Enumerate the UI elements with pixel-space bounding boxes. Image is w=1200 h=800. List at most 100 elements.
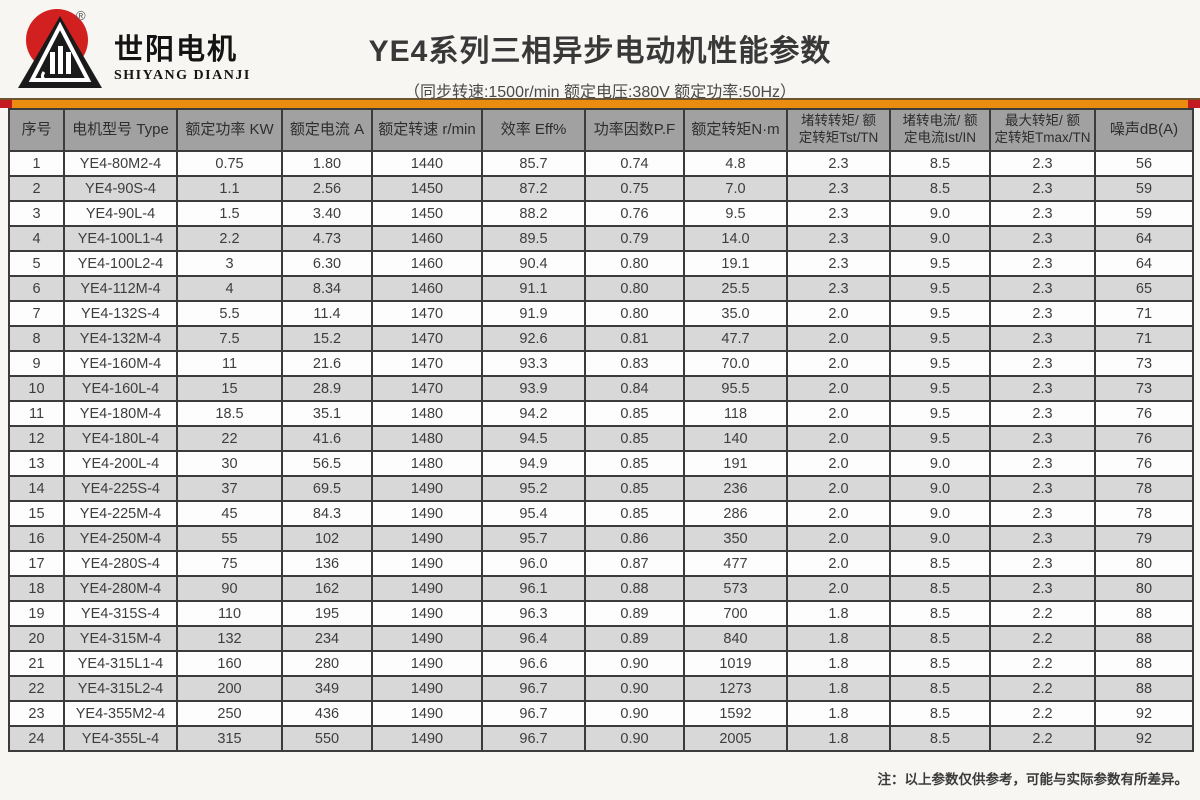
table-cell: 0.75 — [584, 175, 685, 202]
table-cell: 8.5 — [889, 550, 991, 577]
table-cell: 6.30 — [281, 250, 373, 277]
page-subtitle: （同步转速:1500r/min 额定电压:380V 额定功率:50Hz） — [403, 84, 797, 101]
table-cell: 30 — [176, 450, 283, 477]
title-block: YE4系列三相异步电动机性能参数 （同步转速:1500r/min 额定电压:38… — [0, 0, 1200, 102]
table-cell: 70.0 — [683, 350, 788, 377]
column-header: 堵转电流/ 额 定电流Ist/IN — [889, 108, 991, 152]
table-cell: 78 — [1094, 475, 1194, 502]
table-cell: 90 — [176, 575, 283, 602]
table-cell: 0.88 — [584, 575, 685, 602]
table-cell: 93.9 — [481, 375, 586, 402]
table-cell: 250 — [176, 700, 283, 727]
table-cell: 200 — [176, 675, 283, 702]
table-cell: 90.4 — [481, 250, 586, 277]
brand-logo: ® 世阳电机 SHIYANG DIANJI — [10, 6, 251, 92]
table-cell: 1470 — [371, 300, 483, 327]
table-row: 16 YE4-250M-4 55 102 1490 95.7 0.86 350 2.0 9.0 2.… — [8, 525, 1194, 552]
table-cell: YE4-355L-4 — [63, 725, 178, 752]
column-header: 额定转矩N·m — [683, 108, 788, 152]
table-cell: 1460 — [371, 225, 483, 252]
table-cell: 4 — [176, 275, 283, 302]
table-cell: 1 — [8, 150, 65, 177]
table-cell: 2.3 — [786, 275, 891, 302]
table-cell: 118 — [683, 400, 788, 427]
column-header: 最大转矩/ 额 定转矩Tmax/TN — [989, 108, 1096, 152]
table-cell: 95.7 — [481, 525, 586, 552]
table-cell: 55 — [176, 525, 283, 552]
table-cell: 2.2 — [989, 725, 1096, 752]
table-cell: 2.3 — [989, 250, 1096, 277]
table-cell: 45 — [176, 500, 283, 527]
table-row: 7 YE4-132S-4 5.5 11.4 1470 91.9 0.80 35.0 2.0 9.5… — [8, 300, 1194, 327]
table-cell: 2.3 — [989, 425, 1096, 452]
table-cell: 16 — [8, 525, 65, 552]
table-cell: 87.2 — [481, 175, 586, 202]
table-cell: 2.0 — [786, 325, 891, 352]
table-row: 13 YE4-200L-4 30 56.5 1480 94.9 0.85 191 2.0 9.0 2… — [8, 450, 1194, 477]
table-cell: 9.0 — [889, 525, 991, 552]
table-cell: 9.5 — [889, 400, 991, 427]
table-cell: YE4-225M-4 — [63, 500, 178, 527]
accent-divider-bar — [0, 98, 1200, 108]
table-cell: 92 — [1094, 700, 1194, 727]
table-row: 10 YE4-160L-4 15 28.9 1470 93.9 0.84 95.5 2.0 9.5… — [8, 375, 1194, 402]
table-cell: 1470 — [371, 325, 483, 352]
table-cell: 15 — [176, 375, 283, 402]
table-cell: 80 — [1094, 575, 1194, 602]
table-cell: 1480 — [371, 450, 483, 477]
table-cell: 41.6 — [281, 425, 373, 452]
table-cell: 91.1 — [481, 275, 586, 302]
table-cell: 1592 — [683, 700, 788, 727]
table-cell: 24 — [8, 725, 65, 752]
table-cell: 47.7 — [683, 325, 788, 352]
table-cell: 2.3 — [786, 175, 891, 202]
registered-trademark-icon: ® — [76, 8, 86, 23]
table-cell: 1490 — [371, 650, 483, 677]
table-cell: 94.9 — [481, 450, 586, 477]
column-header: 堵转转矩/ 额 定转矩Tst/TN — [786, 108, 891, 152]
table-row: 11 YE4-180M-4 18.5 35.1 1480 94.2 0.85 118 2.0 9.… — [8, 400, 1194, 427]
table-cell: 22 — [176, 425, 283, 452]
table-cell: 35.0 — [683, 300, 788, 327]
table-cell: YE4-180M-4 — [63, 400, 178, 427]
table-cell: YE4-112M-4 — [63, 275, 178, 302]
table-cell: 78 — [1094, 500, 1194, 527]
table-cell: 73 — [1094, 350, 1194, 377]
table-cell: 11.4 — [281, 300, 373, 327]
table-cell: 2.3 — [989, 225, 1096, 252]
table-cell: 0.83 — [584, 350, 685, 377]
table-row: 24 YE4-355L-4 315 550 1490 96.7 0.90 2005 1.8 8.5… — [8, 725, 1194, 752]
table-cell: 76 — [1094, 425, 1194, 452]
table-cell: 0.80 — [584, 275, 685, 302]
table-cell: 280 — [281, 650, 373, 677]
table-cell: 0.84 — [584, 375, 685, 402]
table-cell: 20 — [8, 625, 65, 652]
table-cell: 2.0 — [786, 425, 891, 452]
brand-logo-mark: ® — [10, 6, 106, 92]
table-cell: 35.1 — [281, 400, 373, 427]
table-cell: YE4-315S-4 — [63, 600, 178, 627]
table-cell: 1.80 — [281, 150, 373, 177]
table-cell: 5.5 — [176, 300, 283, 327]
table-cell: 96.7 — [481, 725, 586, 752]
table-cell: 88.2 — [481, 200, 586, 227]
table-cell: YE4-180L-4 — [63, 425, 178, 452]
table-row: 22 YE4-315L2-4 200 349 1490 96.7 0.90 1273 1.8 8.… — [8, 675, 1194, 702]
table-cell: 94.5 — [481, 425, 586, 452]
column-header: 电机型号 Type — [63, 108, 178, 152]
table-cell: 2.3 — [786, 200, 891, 227]
table-cell: 2.0 — [786, 400, 891, 427]
table-cell: 69.5 — [281, 475, 373, 502]
table-cell: 2.2 — [989, 600, 1096, 627]
table-cell: 2.0 — [786, 500, 891, 527]
table-cell: 132 — [176, 625, 283, 652]
column-header: 序号 — [8, 108, 65, 152]
table-cell: 79 — [1094, 525, 1194, 552]
table-cell: 9.5 — [683, 200, 788, 227]
table-cell: 1490 — [371, 525, 483, 552]
table-cell: 12 — [8, 425, 65, 452]
table-cell: 1490 — [371, 625, 483, 652]
table-cell: 88 — [1094, 600, 1194, 627]
table-cell: 1273 — [683, 675, 788, 702]
table-row: 12 YE4-180L-4 22 41.6 1480 94.5 0.85 140 2.0 9.5 2… — [8, 425, 1194, 452]
